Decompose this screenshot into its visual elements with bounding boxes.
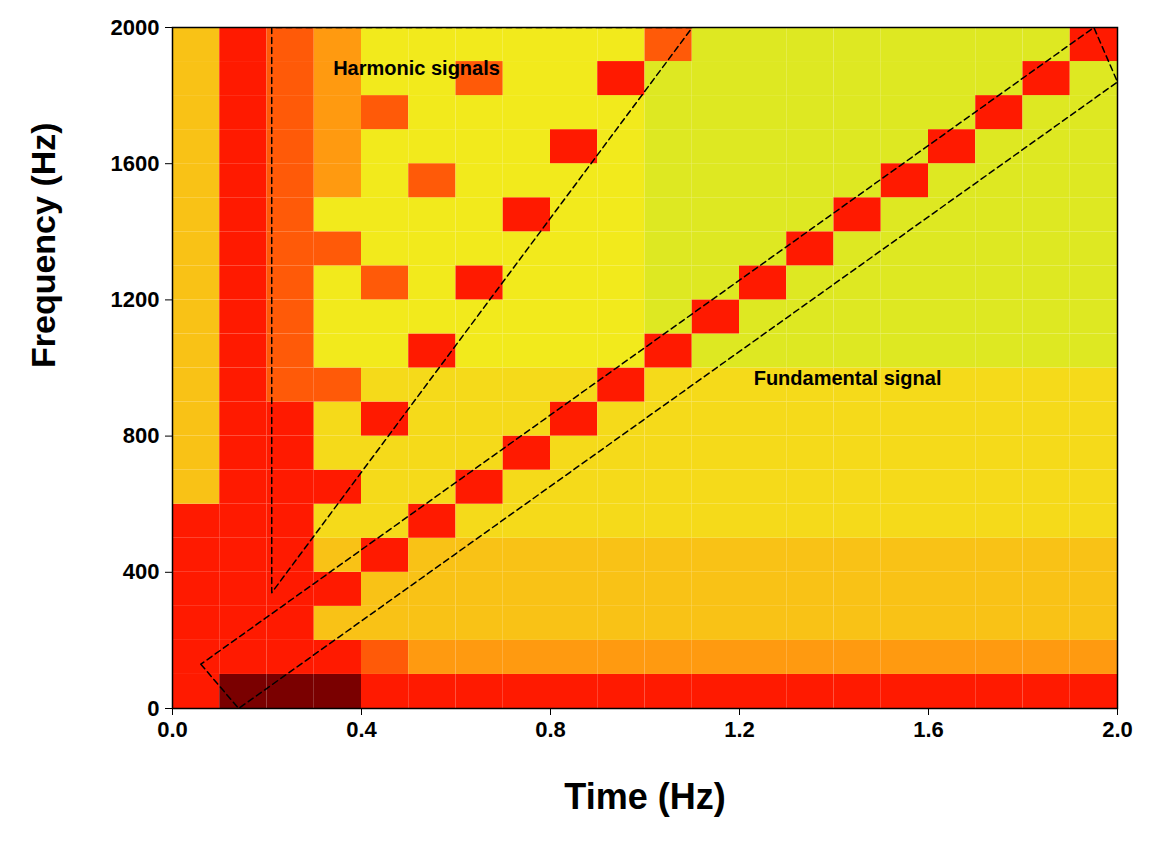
- svg-text:400: 400: [123, 559, 160, 584]
- svg-text:800: 800: [123, 423, 160, 448]
- svg-text:0: 0: [147, 696, 159, 721]
- svg-text:1200: 1200: [111, 287, 160, 312]
- svg-text:0.4: 0.4: [346, 717, 377, 742]
- svg-text:1.2: 1.2: [724, 717, 755, 742]
- svg-text:2.0: 2.0: [1102, 717, 1133, 742]
- svg-text:Harmonic signals: Harmonic signals: [333, 57, 500, 79]
- svg-text:0.0: 0.0: [157, 717, 188, 742]
- svg-text:1600: 1600: [111, 151, 160, 176]
- svg-text:0.8: 0.8: [535, 717, 566, 742]
- svg-text:1.6: 1.6: [913, 717, 944, 742]
- svg-text:Time (Hz): Time (Hz): [564, 776, 725, 817]
- svg-text:Fundamental signal: Fundamental signal: [754, 367, 942, 389]
- svg-text:Frequency (Hz): Frequency (Hz): [24, 122, 62, 368]
- svg-text:2000: 2000: [111, 15, 160, 40]
